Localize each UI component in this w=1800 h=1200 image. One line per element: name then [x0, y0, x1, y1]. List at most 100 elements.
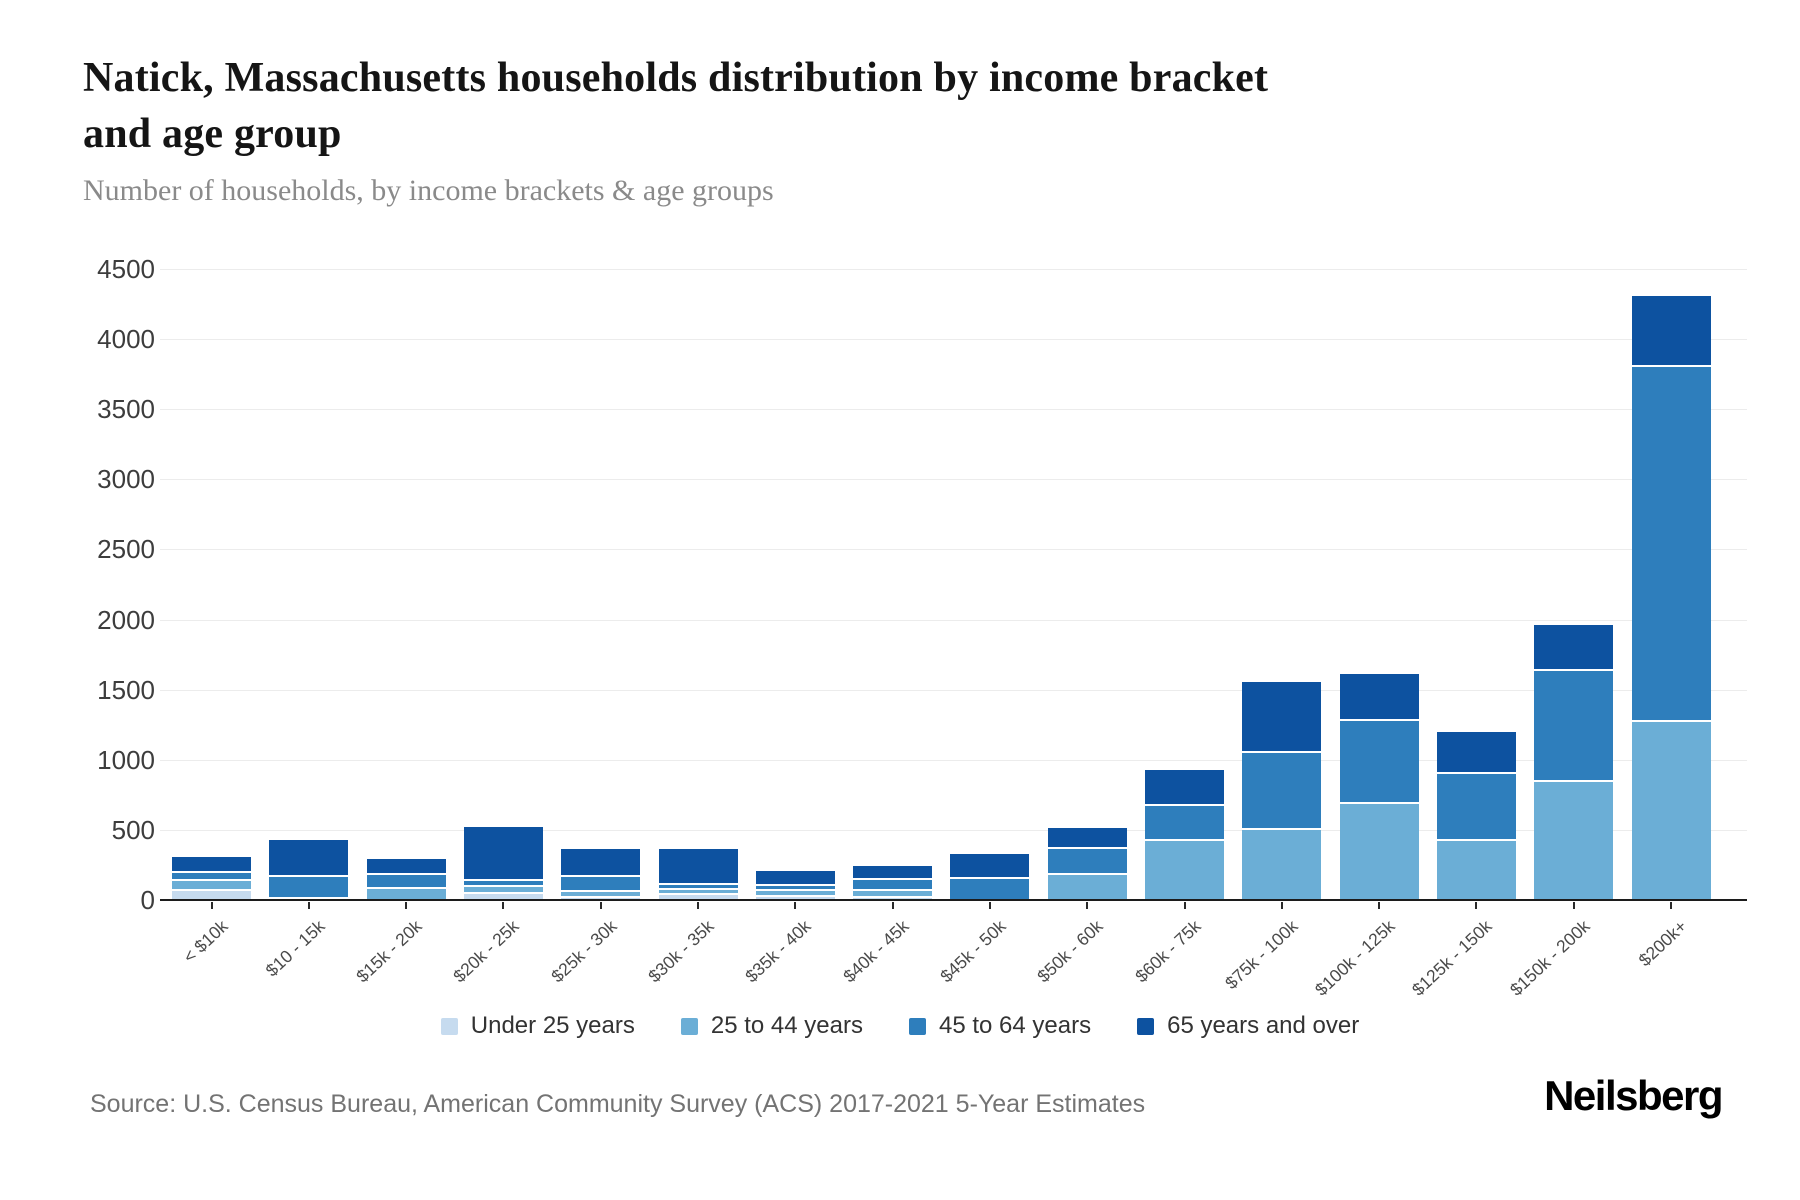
y-axis-tick-label: 4500 — [97, 254, 155, 284]
stacked-bar — [1534, 625, 1614, 900]
stacked-bar — [366, 858, 446, 900]
x-axis-tick — [1378, 902, 1381, 909]
y-axis-tick-label: 1000 — [97, 744, 155, 775]
bar-segment — [658, 848, 738, 884]
y-gridline — [160, 339, 1747, 341]
bar-segment — [658, 892, 738, 900]
stacked-bar — [561, 848, 641, 900]
legend-swatch — [1137, 1017, 1155, 1035]
bar-segment — [1631, 365, 1711, 721]
bar-segment — [1339, 674, 1419, 720]
legend-swatch — [908, 1017, 926, 1035]
bar-segment — [853, 889, 933, 896]
y-gridline — [160, 829, 1747, 831]
bar-segment — [561, 875, 641, 891]
y-axis-tick-label: 3000 — [97, 464, 155, 495]
stacked-bar — [1631, 296, 1711, 900]
legend-item[interactable]: 65 years and over — [1137, 1012, 1359, 1040]
bar-segment — [1145, 769, 1224, 804]
stacked-bar — [658, 848, 738, 900]
y-gridline — [160, 409, 1747, 411]
legend-item[interactable]: 25 to 44 years — [680, 1012, 863, 1040]
x-axis-tick — [697, 902, 699, 909]
x-axis-tick — [1572, 902, 1575, 909]
bar-segment — [172, 888, 251, 900]
bar-segment — [1534, 625, 1614, 669]
neilsberg-logo: Neilsberg — [1544, 1072, 1723, 1119]
bar-segment — [1436, 771, 1516, 839]
legend-swatch — [680, 1017, 698, 1035]
bar-segment — [1631, 720, 1711, 900]
bar-segment — [1145, 803, 1224, 839]
bar-segment — [1534, 780, 1614, 900]
x-axis-tick — [599, 902, 602, 909]
bar-segment — [561, 848, 641, 876]
bar-segment — [561, 896, 641, 900]
bar-segment — [1047, 847, 1127, 874]
y-axis-tick-label: 500 — [111, 814, 155, 845]
bar-segment — [463, 827, 543, 879]
bar-segment — [755, 895, 835, 900]
source-note: Source: U.S. Census Bureau, American Com… — [90, 1090, 1146, 1118]
legend-label: 25 to 44 years — [710, 1012, 863, 1039]
stacked-bar — [1145, 769, 1224, 900]
bar-segment — [755, 883, 835, 890]
x-axis-tick — [502, 902, 505, 909]
y-gridline — [160, 689, 1747, 691]
legend-swatch — [440, 1017, 458, 1035]
legend-item[interactable]: Under 25 years — [440, 1012, 635, 1040]
bar-segment — [366, 887, 446, 900]
stacked-bar — [1339, 674, 1419, 900]
x-axis-tick — [405, 902, 408, 909]
stacked-bar — [463, 827, 543, 900]
y-gridline — [160, 479, 1747, 481]
bar-segment — [1242, 681, 1322, 751]
x-axis-tick — [794, 902, 797, 909]
legend-item[interactable]: 45 to 64 years — [908, 1012, 1091, 1040]
bar-segment — [172, 857, 251, 871]
bar-segment — [366, 872, 446, 888]
stacked-bar — [1047, 828, 1127, 900]
bar-segment — [1534, 668, 1614, 781]
bar-segment — [1047, 828, 1127, 848]
y-axis-tick-label: 2000 — [97, 604, 155, 635]
bar-segment — [463, 878, 543, 886]
chart-subtitle: Number of households, by income brackets… — [83, 174, 774, 207]
x-axis-tick — [1086, 902, 1089, 909]
y-gridline — [160, 269, 1747, 270]
x-axis-tick — [210, 902, 213, 909]
stacked-bar — [853, 865, 933, 900]
bar-segment — [269, 874, 349, 898]
y-gridline — [160, 759, 1747, 761]
stacked-bar — [950, 854, 1030, 900]
stacked-bar — [755, 870, 835, 900]
bar-segment — [1242, 827, 1322, 900]
y-gridline — [160, 549, 1747, 551]
bar-segment — [950, 876, 1030, 900]
bar-segment — [1047, 873, 1127, 900]
x-axis-tick — [1183, 902, 1186, 909]
x-axis-tick — [1670, 902, 1672, 909]
bar-segment — [1436, 731, 1516, 772]
bar-segment — [561, 890, 641, 897]
bar-segment — [463, 891, 543, 900]
bar-segment — [269, 839, 349, 875]
bar-segment — [1436, 838, 1516, 900]
bar-segment — [463, 885, 543, 892]
stacked-bar — [1242, 681, 1322, 900]
bar-segment — [853, 895, 933, 900]
bar-segment — [1339, 719, 1419, 802]
bar-segment — [853, 865, 933, 878]
bar-segment — [1631, 296, 1711, 366]
y-axis-tick-label: 3500 — [97, 394, 155, 425]
y-axis-tick-label: 4000 — [97, 324, 155, 355]
stacked-bar — [269, 839, 349, 900]
x-axis-tick — [307, 902, 310, 909]
y-axis-tick-label: 0 — [140, 885, 155, 915]
bar-segment — [172, 878, 251, 889]
x-axis-tick — [1475, 902, 1478, 909]
legend: Under 25 years 25 to 44 years 45 to 64 yea… — [0, 1012, 1800, 1040]
y-axis-tick-label: 2500 — [97, 534, 155, 565]
legend-label: Under 25 years — [470, 1012, 635, 1039]
